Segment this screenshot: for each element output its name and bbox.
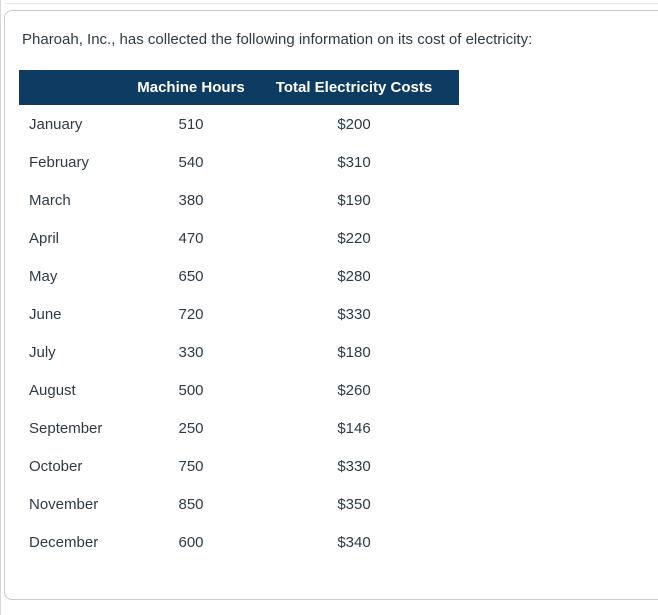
hours-cell: 470 (178, 229, 204, 247)
header-machine-hours: Machine Hours (137, 79, 245, 96)
table-row: November 850 $350 (19, 485, 459, 523)
month-cell: April (29, 229, 60, 247)
month-cell: January (29, 115, 83, 133)
table-row: September 250 $146 (19, 409, 459, 447)
hours-cell: 380 (178, 191, 204, 209)
hours-cell: 510 (178, 115, 204, 133)
cost-cell: $350 (337, 495, 371, 513)
table-row: June 720 $330 (19, 295, 459, 333)
cost-cell: $180 (337, 343, 371, 361)
hours-cell: 500 (178, 381, 204, 399)
table-row: January 510 $200 (19, 105, 459, 143)
table-row: May 650 $280 (19, 257, 459, 295)
month-cell: August (29, 381, 76, 399)
table-row: April 470 $220 (19, 219, 459, 257)
hours-cell: 250 (178, 419, 204, 437)
hours-cell: 330 (178, 343, 204, 361)
month-cell: September (29, 419, 103, 437)
table-body: January 510 $200 February 540 $310 March… (19, 105, 459, 561)
electricity-cost-table: Machine Hours Total Electricity Costs Ja… (19, 70, 459, 561)
hours-cell: 720 (178, 305, 204, 323)
table-row: December 600 $340 (19, 523, 459, 561)
table-row: February 540 $310 (19, 143, 459, 181)
cost-cell: $310 (337, 153, 371, 171)
hours-cell: 650 (178, 267, 204, 285)
table-row: March 380 $190 (19, 181, 459, 219)
hours-cell: 540 (178, 153, 204, 171)
table-row: July 330 $180 (19, 333, 459, 371)
cost-cell: $330 (337, 457, 371, 475)
month-cell: July (29, 343, 56, 361)
page-left-edge-line (0, 0, 1, 615)
cost-cell: $146 (337, 419, 371, 437)
cost-cell: $220 (337, 229, 371, 247)
hours-cell: 600 (178, 533, 204, 551)
month-cell: October (29, 457, 83, 475)
month-cell: February (29, 153, 90, 171)
cost-cell: $280 (337, 267, 371, 285)
table-row: August 500 $260 (19, 371, 459, 409)
table-header-row: Machine Hours Total Electricity Costs (19, 70, 459, 105)
top-divider-line (5, 3, 658, 4)
month-cell: November (29, 495, 99, 513)
cost-cell: $260 (337, 381, 371, 399)
question-card: Pharoah, Inc., has collected the followi… (4, 10, 658, 600)
hours-cell: 850 (178, 495, 204, 513)
month-cell: March (29, 191, 71, 209)
intro-text: Pharoah, Inc., has collected the followi… (22, 31, 533, 48)
cost-cell: $190 (337, 191, 371, 209)
month-cell: May (29, 267, 58, 285)
cost-cell: $340 (337, 533, 371, 551)
month-cell: June (29, 305, 62, 323)
month-cell: December (29, 533, 99, 551)
table-row: October 750 $330 (19, 447, 459, 485)
cost-cell: $200 (337, 115, 371, 133)
hours-cell: 750 (178, 457, 204, 475)
header-total-electricity-costs: Total Electricity Costs (275, 79, 433, 96)
cost-cell: $330 (337, 305, 371, 323)
